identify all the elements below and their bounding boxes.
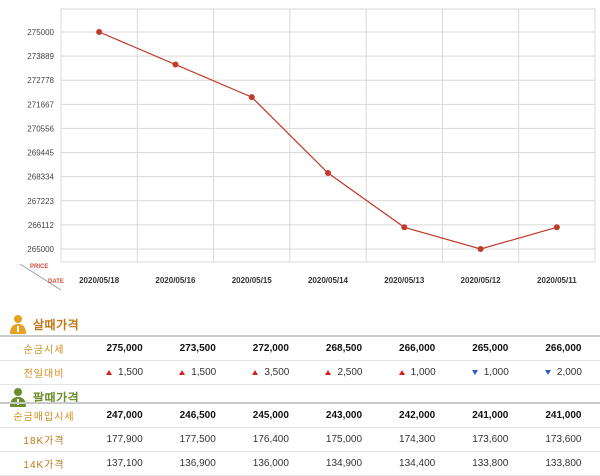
change-value: 1,500 — [191, 367, 217, 378]
triangle-up-icon — [325, 370, 332, 375]
x-tick-label: 2020/05/15 — [232, 276, 273, 285]
change-value: 1,000 — [483, 367, 509, 378]
change-cell: 2,500 — [307, 360, 381, 385]
price-cell: 247,000 — [88, 402, 162, 428]
price-cell: 136,900 — [161, 451, 235, 476]
triangle-up-icon — [252, 370, 259, 375]
table-row: 순금시세 275,000 273,500 272,000 268,500 266,000 2… — [0, 335, 600, 361]
price-cell: 246,500 — [161, 402, 235, 428]
price-cell: 242,000 — [380, 402, 454, 428]
triangle-up-icon — [398, 370, 405, 375]
data-point — [553, 224, 560, 231]
price-cell: 265,000 — [453, 335, 527, 361]
change-cell: 3,500 — [234, 360, 308, 385]
price-cell: 266,000 — [380, 335, 454, 361]
price-cell: 177,500 — [161, 427, 235, 452]
row-label: 순금시세 — [0, 335, 88, 361]
price-cell: 245,000 — [234, 402, 308, 428]
y-tick-label: 271667 — [27, 100, 54, 109]
price-cell: 136,000 — [234, 451, 308, 476]
sell-price-title: 팔때가격 — [33, 390, 80, 405]
plot-frame — [60, 8, 596, 263]
price-cell: 175,000 — [307, 427, 381, 452]
change-value: 1,000 — [410, 367, 436, 378]
change-cell: 1,000 — [453, 360, 527, 385]
change-cell: 1,500 — [161, 360, 235, 385]
buy-price-table: 순금시세 275,000 273,500 272,000 268,500 266,000 2… — [0, 335, 600, 385]
price-cell: 243,000 — [307, 402, 381, 428]
change-value: 3,500 — [264, 367, 290, 378]
y-tick-label: 265000 — [27, 245, 54, 254]
x-tick-label: 2020/05/14 — [308, 276, 349, 285]
table-row: 14K가격 137,100 136,900 136,000 134,900 134,400… — [0, 451, 600, 476]
triangle-down-icon — [471, 370, 478, 375]
price-cell: 273,500 — [161, 335, 235, 361]
table-row: 순금매입시세 247,000 246,500 245,000 243,000 242,00… — [0, 402, 600, 428]
data-point — [401, 224, 408, 231]
price-cell: 266,000 — [526, 335, 600, 361]
row-label: 14K가격 — [0, 451, 88, 476]
data-point — [172, 61, 179, 68]
y-tick-label: 270556 — [27, 124, 54, 133]
triangle-up-icon — [106, 370, 113, 375]
person-icon — [10, 315, 26, 334]
y-tick-label: 266112 — [28, 221, 55, 230]
row-label: 전일대비 — [0, 360, 88, 385]
buy-price-title: 살때가격 — [33, 317, 80, 332]
change-value: 2,500 — [337, 367, 363, 378]
x-tick-label: 2020/05/13 — [384, 276, 425, 285]
price-cell: 272,000 — [234, 335, 308, 361]
price-cell: 133,800 — [526, 451, 600, 476]
row-label: 순금매입시세 — [0, 402, 88, 428]
change-value: 1,500 — [118, 367, 144, 378]
data-point — [248, 94, 255, 101]
table-row: 전일대비 1,500 1,500 3,500 2,500 1,000 1,000 2,000 — [0, 360, 600, 385]
axis-corner-divider — [19, 263, 62, 291]
change-cell: 1,000 — [380, 360, 454, 385]
data-point — [477, 246, 484, 252]
y-tick-label: 268334 — [27, 173, 54, 182]
price-cell: 137,100 — [88, 451, 162, 476]
price-cell: 241,000 — [453, 402, 527, 428]
price-cell: 134,900 — [307, 451, 381, 476]
y-tick-label: 267223 — [27, 197, 54, 206]
x-tick-label: 2020/05/12 — [461, 276, 502, 285]
price-chart: 275000 273889 272778 271667 270556 269445 2683… — [19, 8, 596, 291]
y-axis-label: PRICE — [30, 264, 48, 270]
change-cell: 2,000 — [526, 360, 600, 385]
price-cell: 173,600 — [526, 427, 600, 452]
price-cell: 134,400 — [380, 451, 454, 476]
price-cell: 174,300 — [380, 427, 454, 452]
x-tick-label: 2020/05/11 — [537, 276, 577, 285]
x-tick-label: 2020/05/16 — [155, 276, 196, 285]
series-line — [98, 31, 558, 250]
price-cell: 275,000 — [88, 335, 162, 361]
y-tick-label: 269445 — [27, 149, 54, 158]
x-axis-label: DATE — [48, 279, 64, 285]
change-value: 2,000 — [556, 367, 582, 378]
buy-price-header: 살때가격 — [8, 314, 79, 334]
y-tick-label: 275000 — [27, 28, 54, 37]
data-point — [325, 170, 331, 177]
data-point — [96, 29, 103, 35]
price-cell: 133,800 — [453, 451, 527, 476]
sell-price-table: 순금매입시세 247,000 246,500 245,000 243,000 242,00… — [0, 402, 600, 476]
price-cell: 241,000 — [526, 402, 600, 428]
change-cell: 1,500 — [88, 360, 162, 385]
price-cell: 173,600 — [453, 427, 527, 452]
price-cell: 268,500 — [307, 335, 381, 361]
y-tick-label: 273889 — [27, 52, 54, 61]
x-tick-label: 2020/05/18 — [79, 276, 120, 285]
price-cell: 177,900 — [88, 427, 162, 452]
triangle-down-icon — [544, 370, 551, 375]
price-line-chart: 275000 273889 272778 271667 270556 269445 2683… — [19, 8, 596, 291]
row-label: 18K가격 — [0, 427, 88, 452]
y-tick-label: 272778 — [27, 76, 54, 85]
triangle-up-icon — [179, 370, 186, 375]
price-cell: 176,400 — [234, 427, 308, 452]
table-row: 18K가격 177,900 177,500 176,400 175,000 174,300… — [0, 427, 600, 452]
